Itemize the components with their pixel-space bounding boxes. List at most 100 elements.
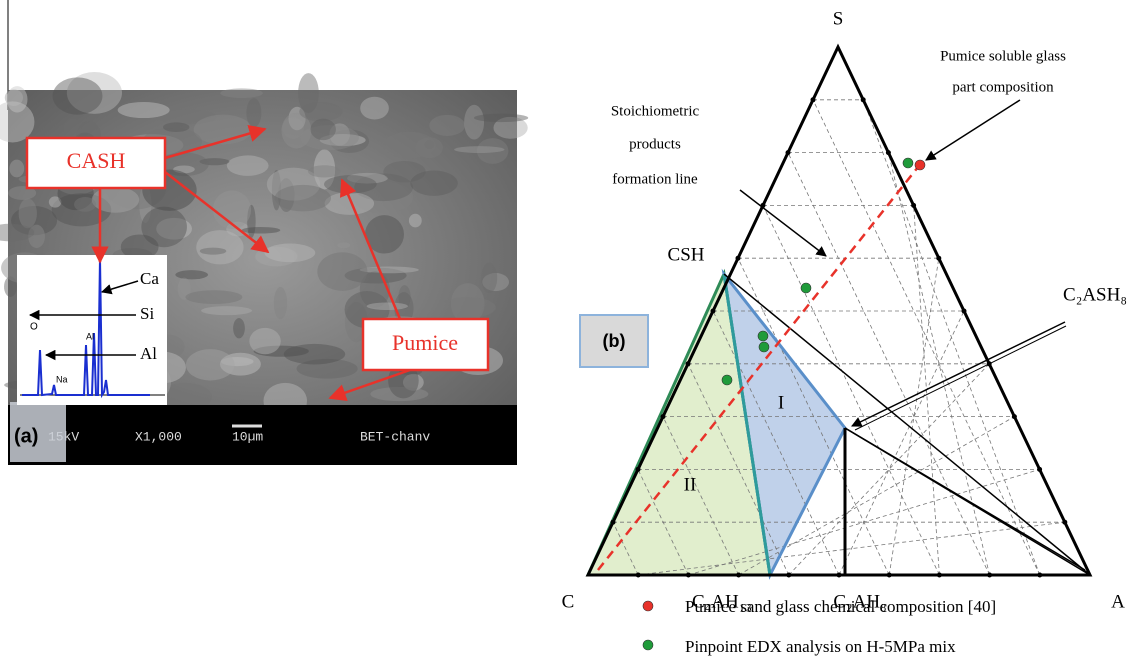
element-label: Si bbox=[140, 304, 154, 323]
callout-arrow bbox=[164, 124, 267, 160]
grain bbox=[383, 160, 426, 183]
grain bbox=[173, 165, 195, 174]
annotation-arrow bbox=[925, 99, 1021, 161]
grain bbox=[52, 77, 103, 115]
grain bbox=[337, 242, 351, 249]
ternary-labels: S C A CSH C₂ASH₈ C₄AH₁₃ C₂AH₈ I II Stoic… bbox=[562, 8, 1127, 656]
grain bbox=[120, 234, 159, 260]
grain bbox=[450, 283, 485, 324]
grain bbox=[8, 186, 37, 200]
grain bbox=[156, 217, 192, 240]
grain bbox=[344, 267, 407, 284]
grain bbox=[347, 172, 388, 184]
region-label: I bbox=[778, 392, 784, 413]
phase-label: CSH bbox=[668, 244, 705, 265]
edge-tick bbox=[860, 97, 866, 103]
grain bbox=[439, 297, 496, 319]
grain bbox=[388, 362, 419, 399]
edge-tick bbox=[936, 572, 942, 578]
callout-box bbox=[25, 136, 167, 190]
ternary-diagram bbox=[588, 99, 1065, 576]
edx-point bbox=[902, 157, 914, 169]
phase-label: C₄AH₁₃ bbox=[692, 591, 752, 612]
grain bbox=[398, 285, 411, 310]
grid-line bbox=[787, 152, 990, 576]
legend-entry: Pinpoint EDX analysis on H-5MPa mix bbox=[685, 637, 956, 656]
edge-tick bbox=[785, 150, 791, 156]
grain bbox=[354, 173, 414, 202]
grid-line bbox=[637, 469, 689, 576]
vertex-label: C bbox=[562, 591, 575, 612]
grain bbox=[329, 129, 370, 154]
grain bbox=[493, 116, 528, 139]
grain bbox=[359, 266, 419, 274]
legend-entry: Pumice sand glass chemical composition [… bbox=[685, 597, 996, 616]
grain bbox=[117, 102, 170, 119]
tie-line bbox=[722, 273, 772, 576]
grain bbox=[288, 106, 306, 131]
grain bbox=[271, 169, 282, 211]
grain bbox=[163, 122, 190, 132]
edge-tick bbox=[685, 361, 691, 367]
grain bbox=[159, 152, 209, 177]
grain bbox=[299, 101, 343, 122]
grain bbox=[408, 213, 422, 228]
grain bbox=[424, 140, 435, 150]
callout-arrow bbox=[328, 368, 411, 402]
peak-label: O bbox=[30, 322, 38, 333]
grain bbox=[360, 96, 389, 120]
region-label: II bbox=[684, 474, 697, 495]
grain bbox=[324, 175, 377, 194]
edge-tick bbox=[936, 255, 942, 261]
grain bbox=[185, 290, 243, 305]
grain bbox=[473, 113, 529, 123]
edge-tick bbox=[635, 572, 641, 578]
grain bbox=[359, 271, 390, 308]
annotation: part composition bbox=[952, 79, 1054, 95]
grain bbox=[175, 270, 209, 280]
grid-line bbox=[838, 310, 965, 576]
edx-point bbox=[800, 282, 812, 294]
grain bbox=[307, 165, 341, 178]
grain bbox=[364, 215, 404, 254]
grain bbox=[329, 123, 350, 146]
element-label: Al bbox=[140, 344, 157, 363]
grain bbox=[454, 146, 505, 154]
grid-line bbox=[612, 522, 639, 576]
edge-tick bbox=[1062, 519, 1068, 525]
region-ii bbox=[588, 274, 770, 575]
edge-tick bbox=[736, 572, 742, 578]
grain bbox=[366, 302, 408, 311]
grain bbox=[266, 167, 321, 201]
panel-label: (a) bbox=[14, 425, 38, 447]
grain bbox=[253, 345, 309, 357]
spectrum-line bbox=[22, 257, 150, 399]
grain bbox=[139, 185, 152, 223]
grain bbox=[18, 198, 37, 229]
edge-tick bbox=[987, 572, 993, 578]
grain bbox=[177, 277, 191, 300]
grain bbox=[233, 318, 245, 339]
edge-tick bbox=[786, 572, 792, 578]
edge-tick bbox=[760, 202, 766, 208]
edge-tick bbox=[710, 308, 716, 314]
edge-tick bbox=[1037, 572, 1043, 578]
panel-label: (b) bbox=[603, 331, 626, 351]
grain bbox=[0, 101, 35, 143]
edge-tick bbox=[610, 519, 616, 525]
legend-marker bbox=[642, 639, 654, 651]
arrow bbox=[100, 280, 139, 295]
grain bbox=[74, 197, 97, 212]
edge-tick bbox=[1011, 414, 1017, 420]
grain bbox=[283, 343, 346, 365]
grain bbox=[383, 131, 436, 159]
grain bbox=[415, 137, 443, 159]
grain bbox=[226, 155, 269, 176]
element-label: Ca bbox=[140, 269, 159, 288]
sem-panel: 15kV X1,000 10µm BET-chanv (a) O Al Na C… bbox=[0, 72, 529, 465]
grain bbox=[220, 88, 263, 98]
grain bbox=[212, 190, 252, 229]
scale: 10µm bbox=[232, 429, 263, 444]
grain bbox=[220, 356, 254, 367]
legend-marker bbox=[642, 600, 654, 612]
